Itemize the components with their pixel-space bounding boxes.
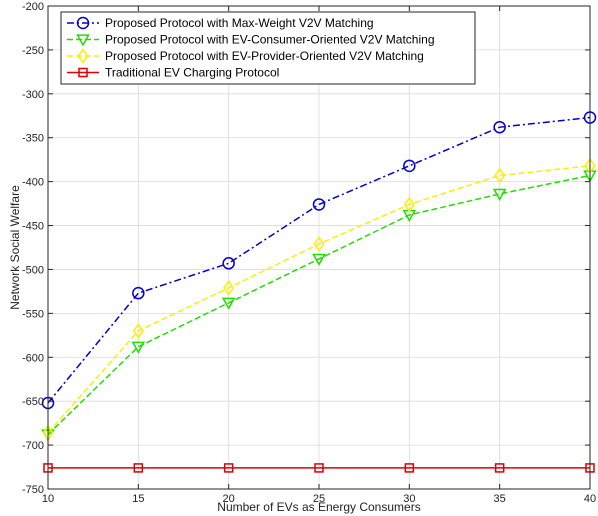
series-1-point <box>222 257 235 270</box>
x-tick-label: 40 <box>584 493 596 505</box>
legend-label: Proposed Protocol with Max-Weight V2V Ma… <box>105 16 374 30</box>
legend-label: Proposed Protocol with EV-Provider-Orien… <box>105 49 424 63</box>
series-markers <box>41 111 597 473</box>
series-1-point <box>493 120 506 134</box>
legend-box <box>60 11 476 85</box>
legend-swatch-marker <box>77 48 89 64</box>
series-2-point <box>131 341 146 354</box>
series-line-2 <box>47 174 591 436</box>
y-tick-label: -750 <box>22 484 44 496</box>
y-tick-label: -400 <box>22 177 44 189</box>
series-4-point <box>314 463 324 473</box>
legend-swatch-marker <box>78 67 88 78</box>
y-tick-label: -250 <box>22 45 44 57</box>
series-2-point <box>221 297 236 310</box>
y-tick-label: -550 <box>22 308 44 320</box>
series-lines <box>47 116 591 469</box>
series-line-1 <box>47 116 591 404</box>
legend-swatch-marker <box>76 34 90 47</box>
y-tick-label: -600 <box>22 352 44 364</box>
y-tick-label: -700 <box>22 440 44 452</box>
series-2-point <box>312 253 326 266</box>
series-1-point <box>312 198 326 211</box>
series-3-point <box>132 323 144 339</box>
x-tick-label: 25 <box>313 493 325 505</box>
series-4-point <box>404 463 415 473</box>
series-2-point <box>492 188 507 201</box>
y-tick-label: -300 <box>22 89 44 101</box>
legend: Proposed Protocol with Max-Weight V2V Ma… <box>60 11 476 85</box>
y-tick-label: -450 <box>22 221 44 233</box>
y-tick-label: -200 <box>22 1 44 13</box>
series-3-point <box>223 279 235 296</box>
x-tick-label: 10 <box>42 493 54 505</box>
legend-label: Traditional EV Charging Protocol <box>105 66 279 80</box>
tick-labels: 10 15 20 25 30 35 40 -750 -700 -650 -600 -550 -500 -4… <box>22 1 596 505</box>
y-axis-title: Network Social Welfare <box>8 185 22 310</box>
series-1-point <box>132 286 145 300</box>
y-tick-label: -500 <box>22 264 44 276</box>
y-tick-label: -650 <box>22 396 44 408</box>
series-line-3 <box>47 165 591 434</box>
x-tick-label: 35 <box>494 493 506 505</box>
x-tick-label: 15 <box>132 493 144 505</box>
series-4-point <box>133 463 144 473</box>
legend-label: Proposed Protocol with EV-Consumer-Orien… <box>105 33 435 47</box>
series-4-point <box>494 463 505 473</box>
y-tick-label: -350 <box>22 133 44 145</box>
series-3-point <box>403 196 415 213</box>
x-tick-label: 30 <box>403 493 415 505</box>
series-4-point <box>223 463 234 473</box>
x-axis-title: Number of EVs as Energy Consumers <box>217 500 420 514</box>
series-3-point <box>313 236 325 252</box>
x-tick-label: 20 <box>223 493 235 505</box>
series-3-point <box>494 167 506 184</box>
axes <box>47 5 591 490</box>
legend-swatch-marker <box>76 16 90 30</box>
series-1-point <box>403 159 416 173</box>
